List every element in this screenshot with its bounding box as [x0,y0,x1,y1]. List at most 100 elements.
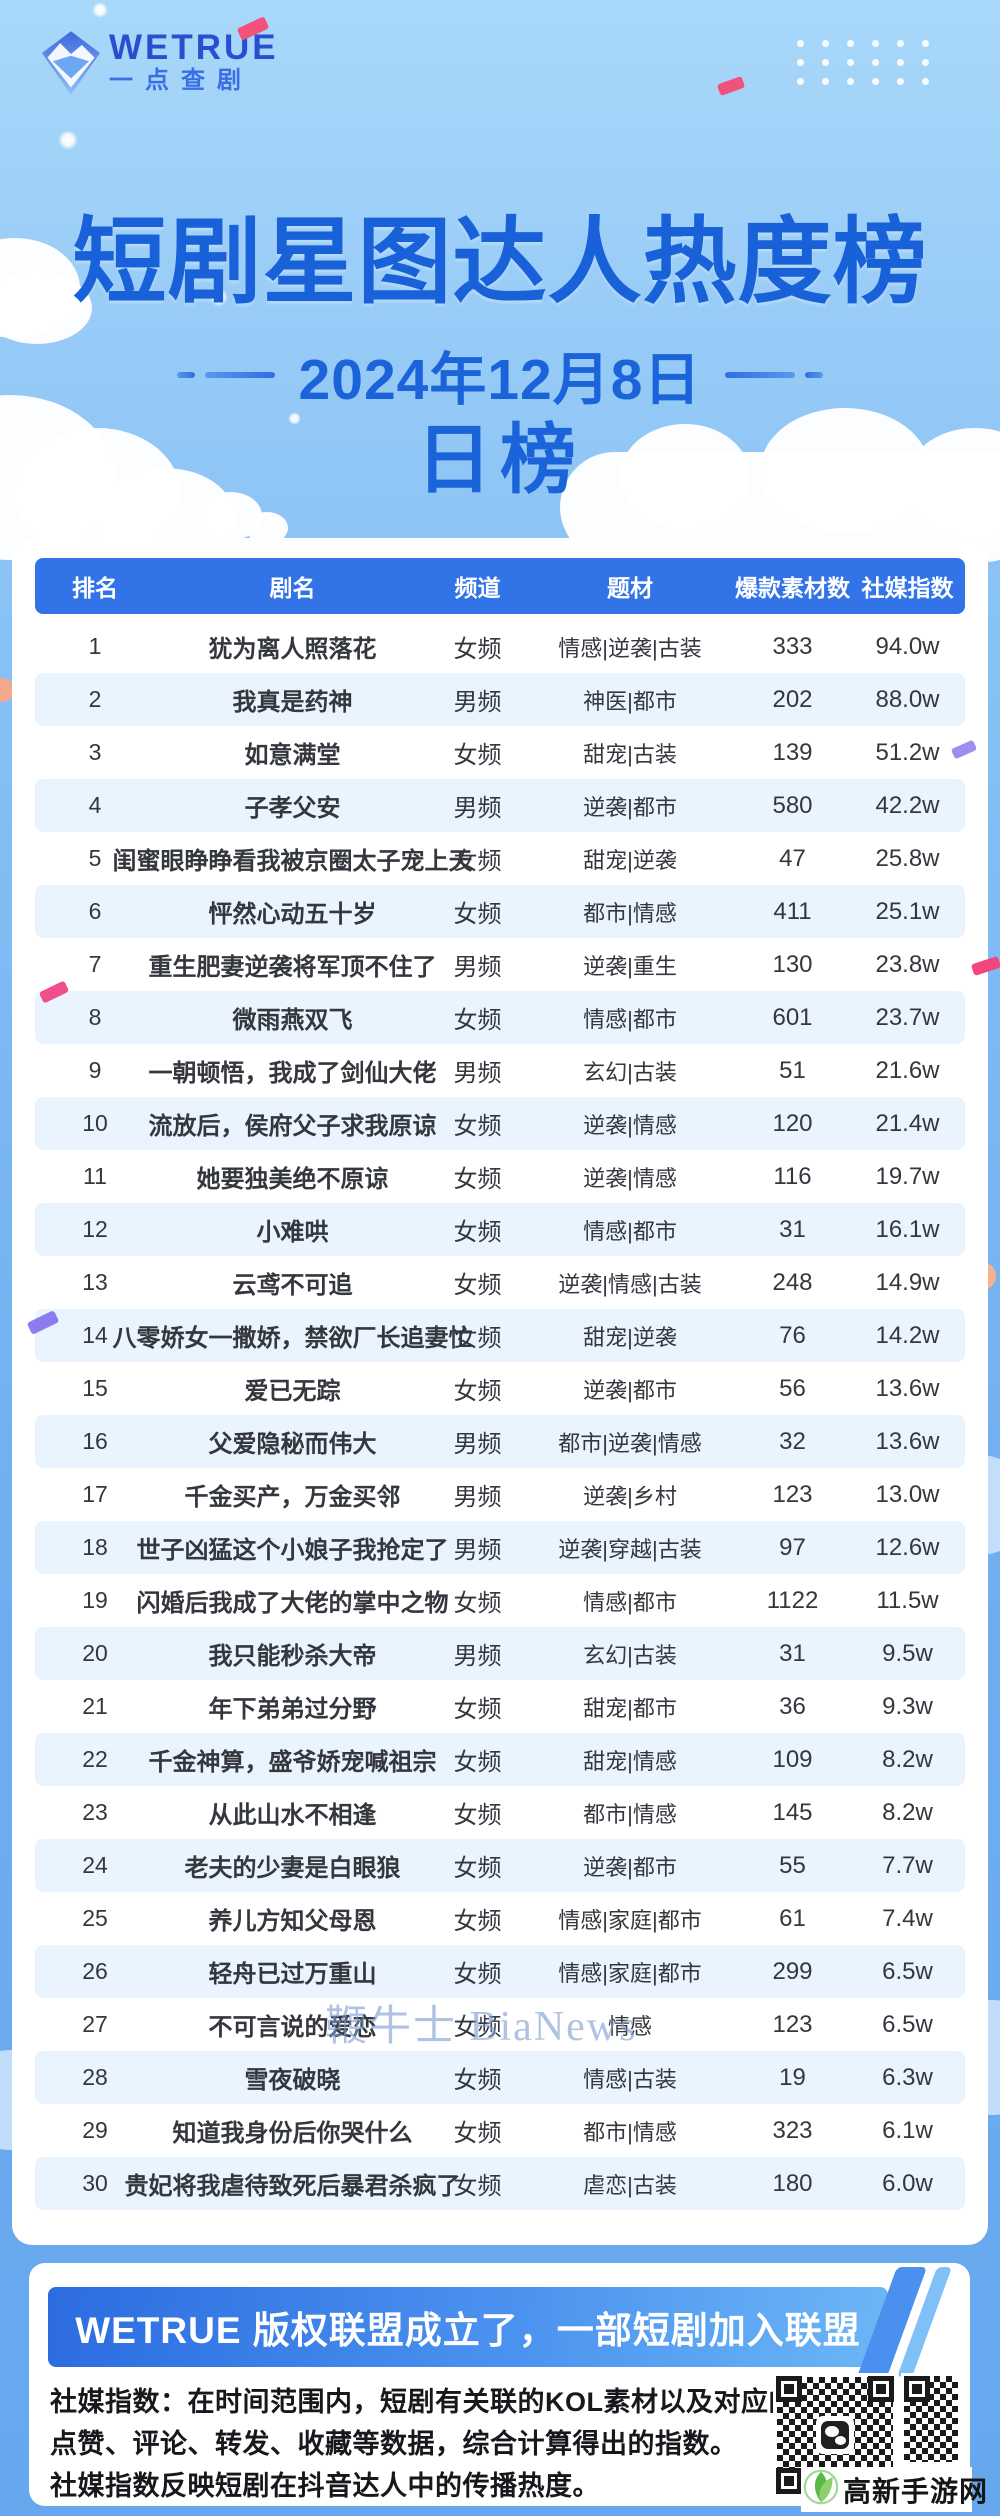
cell-rank: 28 [82,2064,108,2090]
cell-index: 14.9w [875,1268,940,1296]
qr-marker [776,2376,802,2402]
cell-drama-name: 贵妃将我虐待致死后暴君杀疯了 [124,2173,461,2200]
cell-index: 21.6w [875,1056,940,1084]
cell-channel: 女频 [453,1007,502,1034]
brand-logo: WETRUE 一点查剧 [42,30,279,101]
mountain-diamond-icon [42,30,100,101]
cell-rank: 19 [82,1587,108,1613]
table-row: 24 老夫的少妻是白眼狼 女频 逆袭|都市 55 7.7w [35,1839,965,1892]
ranking-date: 2024年12月8日 [298,348,702,412]
cell-genre: 情感|古装 [583,2066,677,2092]
cell-index: 13.0w [875,1480,940,1508]
table-row: 25 养儿方知父母恩 女频 情感|家庭|都市 61 7.4w [35,1892,965,1945]
cell-index: 51.2w [875,738,940,766]
cell-genre: 逆袭|穿越|古装 [558,1536,702,1562]
cell-index: 25.1w [875,897,940,925]
table-rows: 1 犹为离人照落花 女频 情感|逆袭|古装 333 94.0w 2 我真是药神 … [35,620,965,2210]
cell-index: 21.4w [875,1109,940,1137]
cell-index: 7.4w [882,1904,933,1932]
cell-drama-name: 小难哄 [256,1219,329,1246]
table-row: 30 贵妃将我虐待致死后暴君杀疯了 女频 虐恋|古装 180 6.0w [35,2157,965,2210]
cell-materials: 76 [779,1321,806,1349]
cell-rank: 4 [88,792,102,818]
brand-subtitle: 一点查剧 [109,67,253,94]
cell-rank: 10 [82,1110,108,1136]
cell-channel: 女频 [453,636,502,663]
cell-channel: 女频 [453,1802,502,1829]
cell-materials: 109 [772,1745,813,1773]
dash-decor [176,372,275,378]
cell-channel: 女频 [453,2014,502,2041]
cell-index: 6.5w [882,2010,933,2038]
cell-genre: 甜宠|古装 [583,741,677,767]
wechat-icon [821,2421,849,2449]
table-row: 8 微雨燕双飞 女频 情感|都市 601 23.7w [35,991,965,1044]
table-row: 9 一朝顿悟，我成了剑仙大佬 男频 玄幻|古装 51 21.6w [35,1044,965,1097]
cell-rank: 12 [82,1216,108,1242]
cell-genre: 情感|都市 [583,1218,677,1244]
cell-index: 7.7w [882,1851,933,1879]
qr-marker [868,2376,894,2402]
watermark: 鞭牛士 BiaNews [325,2004,638,2050]
cell-index: 11.5w [876,1586,939,1614]
qr-marker [904,2376,930,2402]
cloud [0,272,92,344]
cell-materials: 299 [772,1957,813,1985]
cell-channel: 男频 [453,795,502,822]
cell-genre: 情感|家庭|都市 [558,1907,702,1933]
table-row: 6 怦然心动五十岁 女频 都市|情感 411 25.1w [35,885,965,938]
cell-channel: 女频 [453,1166,502,1193]
cell-channel: 女频 [453,2173,502,2200]
site-badge-label: 高新手游网 [843,2475,989,2507]
table-row: 17 千金买产，万金买邻 男频 逆袭|乡村 123 13.0w [35,1468,965,1521]
cell-index: 88.0w [875,685,940,713]
cell-materials: 56 [779,1374,806,1402]
table-row: 5 闺蜜眼睁睁看我被京圈太子宠上天 女频 甜宠|逆袭 47 25.8w [35,832,965,885]
table-row: 28 雪夜破晓 女频 情感|古装 19 6.3w [35,2051,965,2104]
cell-rank: 22 [82,1746,108,1772]
cell-channel: 女频 [453,1855,502,1882]
cell-genre: 逆袭|情感 [583,1165,677,1191]
cell-channel: 女频 [453,901,502,928]
col-index: 社媒指数 [861,575,954,601]
cell-rank: 5 [88,845,102,871]
col-channel: 频道 [454,575,501,601]
sparkle-decor [58,130,78,150]
cell-channel: 男频 [453,954,502,981]
cell-channel: 女频 [453,1272,502,1299]
ranking-type: 日榜 [416,418,584,503]
cell-materials: 323 [772,2116,813,2144]
cell-channel: 女频 [453,1961,502,1988]
cell-materials: 31 [779,1215,806,1243]
page-title: 短剧星图达人热度榜 [72,209,928,314]
cell-drama-name: 闺蜜眼睁睁看我被京圈太子宠上天 [112,848,473,875]
cell-index: 23.7w [875,1003,940,1031]
cell-drama-name: 不可言说的爱恋 [208,2014,377,2041]
footer-card: WETRUE 版权联盟成立了，一部短剧加入联盟 社媒指数：在时间范围内，短剧有关… [29,2263,987,2512]
cell-index: 13.6w [875,1427,940,1455]
cell-drama-name: 我只能秒杀大帝 [208,1643,377,1670]
table-header: 排名 剧名 频道 题材 爆款素材数 社媒指数 [35,558,965,614]
cell-genre: 情感 [607,2013,652,2039]
cell-materials: 123 [772,1480,813,1508]
cell-channel: 女频 [453,742,502,769]
cell-rank: 1 [88,633,102,659]
table-row: 27 不可言说的爱恋 女频 情感 123 6.5w [35,1998,965,2051]
cell-materials: 139 [772,738,813,766]
cell-rank: 13 [82,1269,108,1295]
table-row: 21 年下弟弟过分野 女频 甜宠|都市 36 9.3w [35,1680,965,1733]
cell-drama-name: 世子凶猛这个小娘子我抢定了 [136,1537,449,1564]
table-row: 3 如意满堂 女频 甜宠|古装 139 51.2w [35,726,965,779]
cell-rank: 25 [82,1905,108,1931]
cell-rank: 21 [82,1693,108,1719]
cell-genre: 情感|逆袭|古装 [558,635,702,661]
cell-genre: 情感|都市 [583,1589,677,1615]
cell-materials: 580 [772,791,813,819]
cell-materials: 145 [772,1798,813,1826]
cell-genre: 甜宠|逆袭 [583,847,677,873]
col-materials: 爆款素材数 [735,575,850,601]
cell-materials: 19 [779,2063,806,2091]
cell-materials: 1122 [766,1586,819,1614]
table-row: 1 犹为离人照落花 女频 情感|逆袭|古装 333 94.0w [35,620,965,673]
cell-drama-name: 犹为离人照落花 [208,636,377,663]
